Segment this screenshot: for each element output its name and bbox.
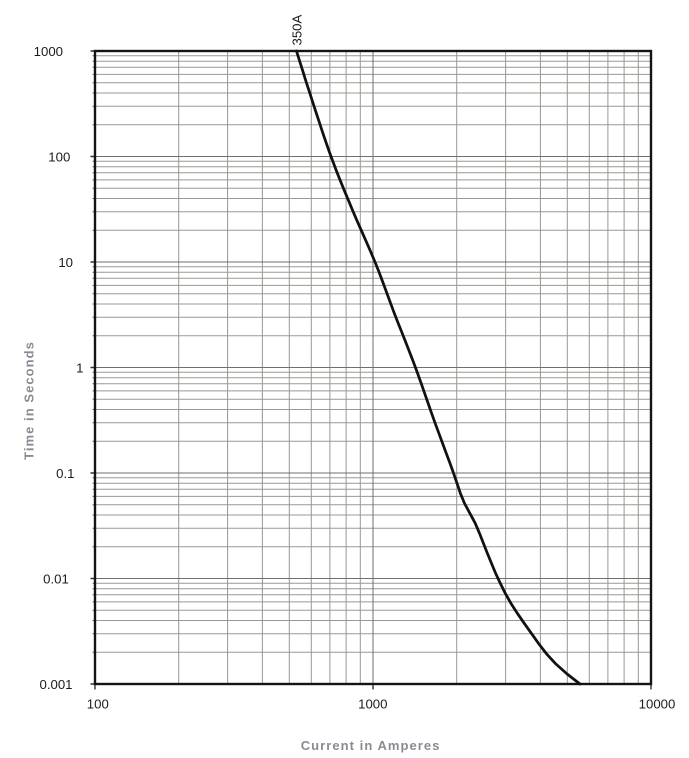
svg-text:Current in Amperes: Current in Amperes [301, 738, 441, 753]
svg-text:Time in Seconds: Time in Seconds [22, 341, 37, 460]
svg-text:1: 1 [76, 360, 83, 375]
svg-text:100: 100 [87, 697, 109, 712]
svg-text:10: 10 [58, 255, 73, 270]
svg-text:10000: 10000 [639, 697, 676, 712]
svg-text:0.01: 0.01 [43, 571, 69, 586]
svg-text:350A: 350A [290, 14, 305, 45]
svg-text:0.001: 0.001 [39, 677, 72, 692]
svg-text:100: 100 [48, 149, 70, 164]
svg-text:1000: 1000 [34, 44, 63, 59]
svg-text:0.1: 0.1 [56, 466, 74, 481]
svg-text:1000: 1000 [358, 697, 387, 712]
